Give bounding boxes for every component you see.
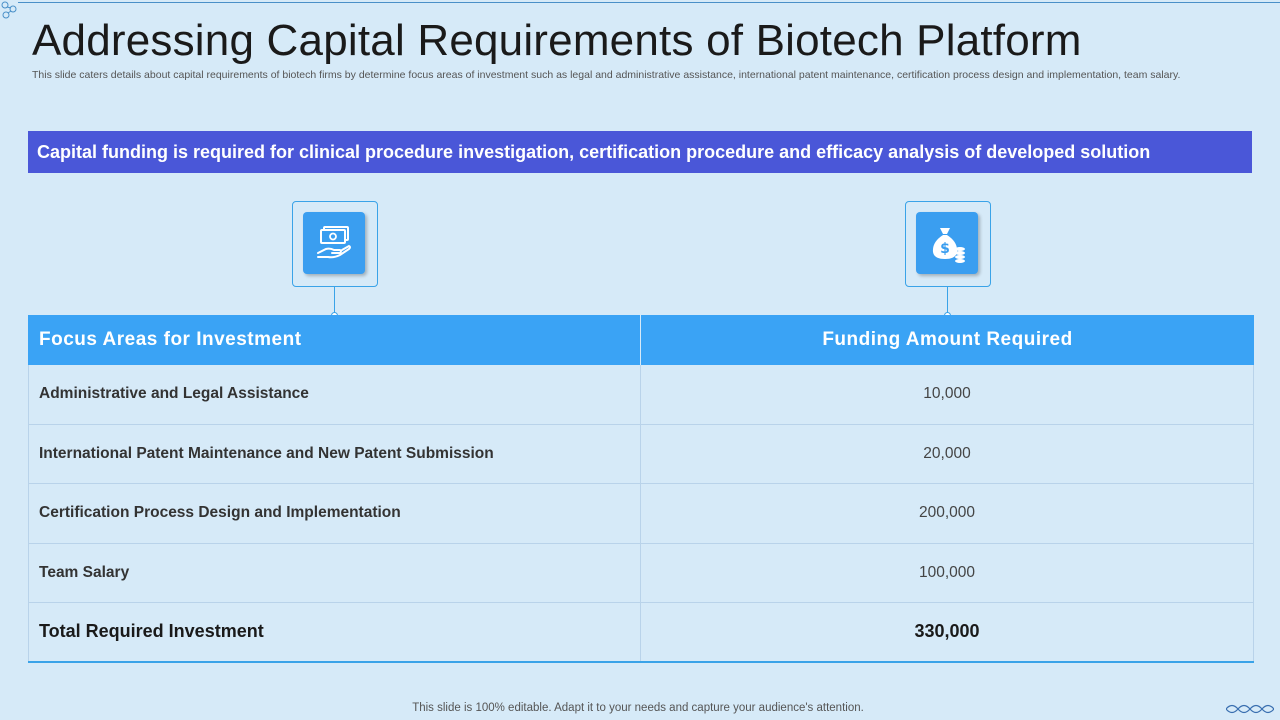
highlight-banner: Capital funding is required for clinical… [28,131,1252,173]
page-title: Addressing Capital Requirements of Biote… [32,16,1082,65]
total-amount: 330,000 [641,603,1254,661]
header-focus-areas: Focus Areas for Investment [28,315,641,365]
row-amount: 20,000 [641,424,1254,483]
total-label: Total Required Investment [28,603,641,661]
table-total-row: Total Required Investment 330,000 [28,603,1254,663]
svg-text:$: $ [940,241,950,257]
table-row: Certification Process Design and Impleme… [28,484,1254,544]
right-connector-line [947,287,948,315]
row-amount: 100,000 [641,543,1254,602]
row-area: Team Salary [28,543,641,602]
header-funding-amount: Funding Amount Required [822,329,1073,350]
left-connector-line [334,287,335,315]
page-subtitle: This slide caters details about capital … [32,69,1181,81]
dna-helix-decoration-icon [1226,704,1274,714]
row-area: Administrative and Legal Assistance [28,365,641,424]
row-amount: 10,000 [641,365,1254,424]
top-border-line [18,2,1280,3]
money-in-hand-icon [317,226,351,259]
left-icon-tile [303,212,365,274]
right-icon-tile: $ [916,212,978,274]
table-header: Focus Areas for Investment Funding Amoun… [28,315,1254,365]
right-icon-frame: $ [905,201,991,287]
row-amount: 200,000 [641,484,1254,543]
row-area: International Patent Maintenance and New… [28,424,641,483]
footer-note: This slide is 100% editable. Adapt it to… [412,702,864,714]
table-row: Administrative and Legal Assistance 10,0… [28,365,1254,425]
molecule-decoration-icon [1,1,17,19]
investment-table: Focus Areas for Investment Funding Amoun… [28,315,1254,663]
row-area: Certification Process Design and Impleme… [28,484,641,543]
table-row: Team Salary 100,000 [28,543,1254,603]
table-row: International Patent Maintenance and New… [28,424,1254,484]
left-icon-frame [292,201,378,287]
money-bag-coins-icon: $ [932,228,965,263]
